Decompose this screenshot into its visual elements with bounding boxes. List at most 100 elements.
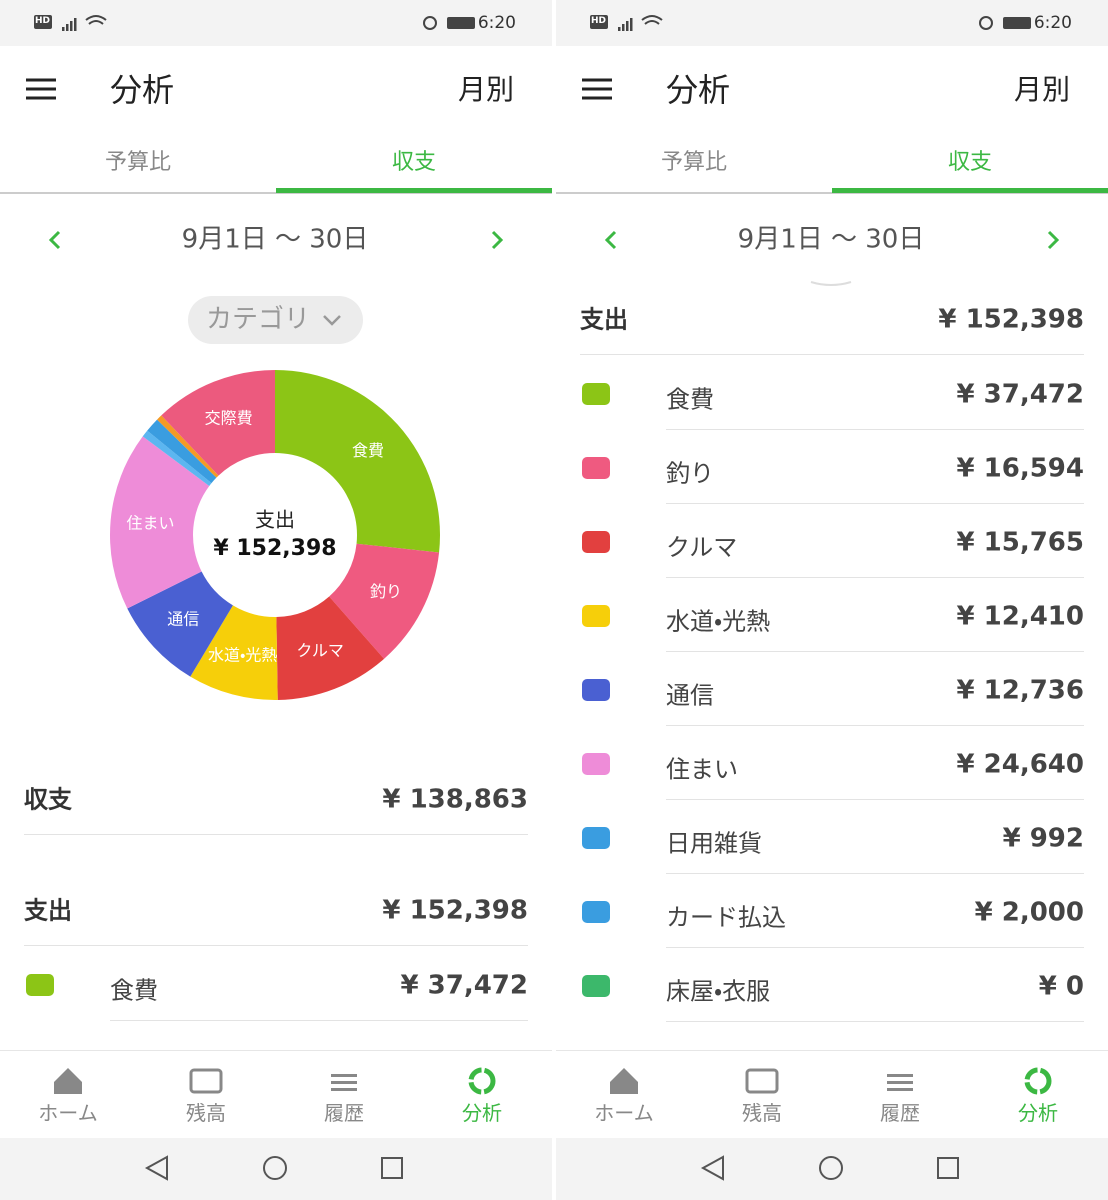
item-divider [666, 873, 1084, 874]
signal-bar [618, 27, 621, 31]
row-divider [24, 945, 528, 946]
signal-bar [626, 21, 629, 31]
item-label[interactable]: 食費 [666, 385, 714, 414]
nav-icon-history [331, 1081, 357, 1084]
app-action[interactable]: 月別 [457, 73, 514, 107]
item-divider [110, 1020, 528, 1021]
item-amount: ¥ 37,472 [400, 970, 528, 1001]
filter-chevron [323, 315, 341, 326]
nav-label[interactable]: 履歴 [324, 1101, 364, 1125]
nav-icon-history [331, 1074, 357, 1077]
nav-icon-balance [189, 1068, 223, 1094]
donut-segment [157, 415, 219, 478]
filter-label[interactable]: カテゴリ [206, 304, 311, 335]
prev-arrow [604, 230, 617, 250]
category-icon [582, 753, 610, 775]
menu-line [26, 87, 56, 91]
item-amount: ¥ 0 [1038, 971, 1084, 1002]
nav-icon-history [887, 1081, 913, 1084]
item-divider [666, 651, 1084, 652]
category-icon [582, 827, 610, 849]
nav-icon-history [331, 1088, 357, 1091]
menu-line [582, 87, 612, 91]
nav-label[interactable]: 残高 [742, 1101, 782, 1125]
tab[interactable]: 収支 [947, 149, 993, 175]
tab[interactable]: 収支 [391, 149, 437, 175]
item-amount: ¥ 37,472 [956, 379, 1084, 410]
signal-bar [70, 21, 73, 31]
item-label[interactable]: 日用雑貨 [666, 829, 762, 858]
item-label[interactable]: クルマ [666, 533, 738, 562]
nav-label[interactable]: ホーム [38, 1101, 98, 1125]
status-time: 6:20 [477, 12, 516, 33]
item-amount: ¥ 12,410 [956, 601, 1084, 632]
segment-label: 食費 [352, 441, 384, 460]
item-label[interactable]: 通信 [666, 681, 714, 710]
row-label[interactable]: 支出 [24, 896, 72, 925]
category-icon [582, 605, 610, 627]
nav-label[interactable]: 分析 [462, 1101, 502, 1125]
period: 9月1日 〜 30日 [181, 224, 369, 255]
row-label[interactable]: 収支 [24, 785, 72, 814]
screen-right: HD 6:20 分析 月別 予算比 収支 9月1日 〜 30日 支出 ¥ 152,398 食費 ¥ … [556, 0, 1108, 1200]
nav-icon-home [610, 1068, 638, 1094]
donut-segment [110, 436, 210, 609]
item-divider [666, 503, 1084, 504]
donut-segment [147, 419, 217, 484]
item-label[interactable]: 釣り [666, 459, 714, 488]
bottom-nav-border [556, 1050, 1108, 1051]
segment-label: 交際費 [205, 408, 253, 427]
item-label[interactable]: 水道・光熱 [666, 607, 771, 636]
nav-icon-history [887, 1074, 913, 1077]
battery-icon [1003, 17, 1031, 29]
bottom-nav [0, 1050, 552, 1138]
item-label[interactable]: カード払込 [666, 903, 786, 932]
item-divider [666, 577, 1084, 578]
menu-line [26, 78, 56, 82]
item-divider [666, 799, 1084, 800]
donut-segment [190, 605, 278, 700]
row-divider [580, 354, 1084, 355]
row-label[interactable]: 支出 [580, 305, 628, 334]
app-action[interactable]: 月別 [1013, 73, 1070, 107]
nav-label[interactable]: 分析 [1018, 1101, 1058, 1125]
item-label[interactable]: 住まい [666, 755, 738, 784]
next-arrow [491, 230, 504, 250]
system-recents [937, 1157, 959, 1179]
donut-segment [329, 543, 440, 659]
signal-bar [62, 27, 65, 31]
system-recents [381, 1157, 403, 1179]
prev-arrow [48, 230, 61, 250]
tab[interactable]: 予算比 [104, 149, 172, 175]
menu-line [582, 96, 612, 100]
category-icon [582, 975, 610, 997]
item-amount: ¥ 24,640 [956, 749, 1084, 780]
segment-label: 住まい [126, 513, 174, 532]
nav-label[interactable]: 残高 [186, 1101, 226, 1125]
segment-label: 通信 [167, 609, 199, 628]
system-back [144, 1155, 168, 1181]
wifi-icon [641, 15, 663, 25]
app-title: 分析 [110, 70, 175, 109]
nav-label[interactable]: 履歴 [880, 1101, 920, 1125]
nav-icon-analysis [468, 1067, 496, 1095]
battery-icon [447, 17, 475, 29]
tab[interactable]: 予算比 [660, 149, 728, 175]
bottom-nav-border [0, 1050, 552, 1051]
tab-indicator [276, 188, 552, 193]
item-label[interactable]: 食費 [110, 976, 158, 1005]
item-amount: ¥ 992 [1002, 823, 1084, 854]
item-amount: ¥ 2,000 [974, 897, 1084, 928]
item-amount: ¥ 16,594 [956, 453, 1084, 484]
category-icon [26, 974, 54, 996]
moon-icon [979, 16, 993, 30]
item-divider [666, 725, 1084, 726]
category-icon [582, 383, 610, 405]
category-icon [582, 901, 610, 923]
period: 9月1日 〜 30日 [737, 224, 925, 255]
donut-center-value: ¥ 152,398 [213, 536, 336, 561]
wifi-icon [85, 15, 107, 25]
item-label[interactable]: 床屋・衣服 [666, 977, 771, 1006]
nav-label[interactable]: ホーム [594, 1101, 654, 1125]
